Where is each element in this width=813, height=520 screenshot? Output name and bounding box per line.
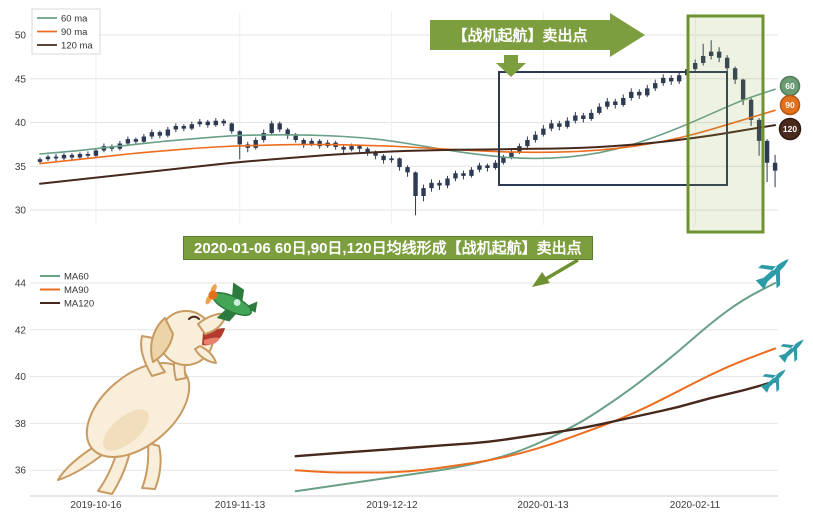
legend-label-ma60: MA60 bbox=[64, 272, 89, 283]
ma120-badge-label: 120 bbox=[783, 124, 797, 134]
dog-lower-jaw bbox=[194, 345, 217, 364]
annotation-arrowhead-icon bbox=[532, 272, 550, 287]
xtick-2019-10-16: 2019-10-16 bbox=[70, 500, 122, 511]
top-gridlines bbox=[30, 12, 778, 225]
toy-plane-cockpit bbox=[233, 299, 241, 306]
ma60-badge: 60 bbox=[779, 75, 801, 97]
sell-point-annotation-label: 2020-01-06 60日,90日,120日均线形成【战机起航】卖出点 bbox=[183, 236, 593, 260]
banner-label: 【战机起航】卖出点 bbox=[452, 27, 587, 45]
xtick-2019-11-13: 2019-11-13 bbox=[215, 500, 266, 511]
top-ytick-50: 50 bbox=[15, 31, 27, 42]
dog-tongue bbox=[204, 337, 220, 345]
bot-ytick-44: 44 bbox=[15, 279, 27, 290]
airplane-icon-ma90 bbox=[778, 339, 804, 363]
dog-hind-leg-2 bbox=[141, 442, 162, 490]
bot-ytick-42: 42 bbox=[15, 325, 27, 336]
top-ytick-45: 45 bbox=[15, 74, 27, 85]
toy-plane-propeller bbox=[208, 290, 218, 300]
legend-label-120ma: 120 ma bbox=[61, 41, 93, 52]
ma90-badge-label: 90 bbox=[785, 100, 795, 110]
annotation-arrow-shaft bbox=[543, 258, 579, 282]
candlestick-series bbox=[37, 40, 778, 216]
legend-label-ma120: MA120 bbox=[64, 299, 94, 310]
dog-eye bbox=[188, 315, 200, 320]
top-candlestick-chart: 60 ma 90 ma 120 ma 【战机起航】卖出点 60 90 120 3… bbox=[15, 8, 802, 234]
airplane-icon-ma60 bbox=[755, 258, 789, 290]
top-ytick-40: 40 bbox=[15, 118, 27, 129]
dog-ear bbox=[150, 317, 174, 363]
top-ytick-30: 30 bbox=[15, 206, 27, 217]
toy-plane-icon bbox=[205, 282, 258, 322]
top-ytick-35: 35 bbox=[15, 162, 27, 173]
dog-body-shading bbox=[102, 409, 150, 451]
ma60-badge-label: 60 bbox=[785, 81, 795, 91]
top-legend: 60 ma 90 ma 120 ma bbox=[31, 8, 101, 55]
toy-plane-tailfin bbox=[245, 301, 258, 313]
banner-down-arrow-icon bbox=[496, 55, 526, 77]
xtick-2020-01-13: 2020-01-13 bbox=[517, 500, 569, 511]
ma90-badge: 90 bbox=[779, 94, 801, 116]
airplane-icon-ma120 bbox=[760, 369, 786, 393]
bot-ytick-40: 40 bbox=[15, 372, 27, 383]
bottom-ma-lines bbox=[294, 282, 777, 493]
highlight-box-green bbox=[686, 14, 765, 234]
annotation-arrow bbox=[532, 258, 579, 287]
bottom-legend: MA60 MA90 MA120 bbox=[40, 272, 94, 310]
highlight-box-navy bbox=[498, 71, 728, 186]
ma120-badge: 120 bbox=[778, 117, 802, 141]
legend-label-60ma: 60 ma bbox=[61, 14, 88, 25]
dog-hind-leg bbox=[97, 447, 131, 495]
bottom-ma-chart: MA60 MA90 MA120 36 38 40 42 44 2019-10-1… bbox=[15, 258, 804, 511]
banner-arrowhead-icon bbox=[610, 13, 645, 57]
bot-ytick-38: 38 bbox=[15, 419, 27, 430]
bot-ytick-36: 36 bbox=[15, 466, 27, 477]
xtick-2020-02-11: 2020-02-11 bbox=[670, 500, 721, 511]
top-ma-lines bbox=[39, 88, 777, 185]
dog-tail bbox=[57, 442, 107, 481]
sell-point-banner: 【战机起航】卖出点 bbox=[430, 13, 645, 57]
legend-label-90ma: 90 ma bbox=[61, 27, 88, 38]
xtick-2019-12-12: 2019-12-12 bbox=[366, 500, 418, 511]
banner-body bbox=[430, 20, 610, 50]
airplane-icons bbox=[755, 258, 804, 393]
dog-illustration bbox=[57, 310, 230, 495]
legend-label-ma90: MA90 bbox=[64, 285, 89, 296]
